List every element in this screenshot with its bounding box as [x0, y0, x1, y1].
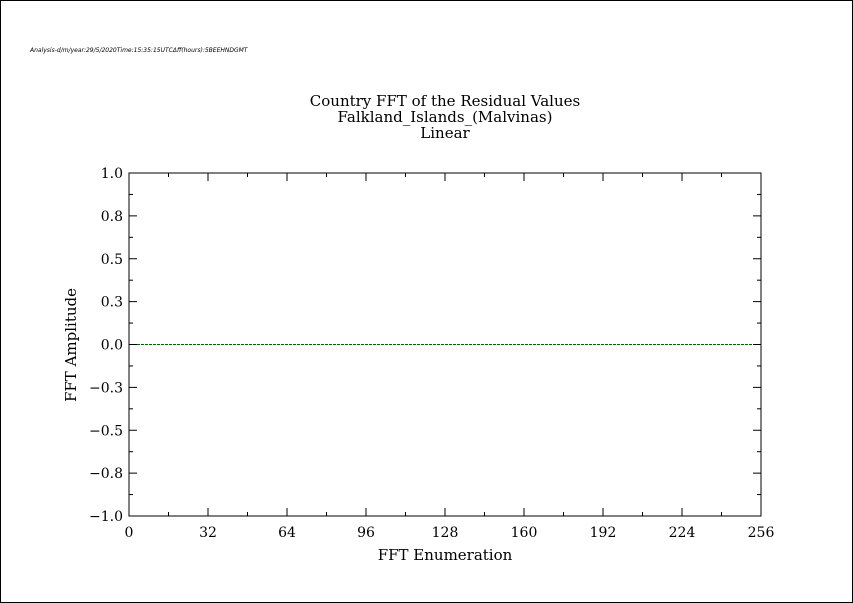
y-tick-label: 0.8 [101, 209, 123, 225]
x-axis-title: FFT Enumeration [378, 546, 513, 564]
chart-title-line-1: Country FFT of the Residual Values [310, 92, 580, 110]
x-tick-label: 256 [748, 525, 775, 541]
x-tick-label: 64 [278, 525, 296, 541]
x-tick-label: 160 [511, 525, 538, 541]
y-tick-label: −0.3 [89, 380, 123, 396]
y-tick-label: −1.0 [89, 509, 123, 525]
y-tick-label: 0.5 [101, 252, 123, 268]
x-tick-label: 0 [125, 525, 134, 541]
x-tick-label: 96 [357, 525, 375, 541]
y-tick-label: −0.8 [89, 466, 123, 482]
chart-title-line-3: Linear [420, 124, 470, 142]
header-text: Analysis-d/m/year:29/5/2020Time:15:35:15… [29, 47, 249, 54]
x-tick-label: 224 [669, 525, 696, 541]
chart-title-line-2: Falkland_Islands_(Malvinas) [338, 108, 553, 126]
y-tick-label: −0.5 [89, 423, 123, 439]
y-tick-label: 1.0 [101, 166, 123, 182]
y-tick-label: 0.0 [101, 338, 123, 354]
ticks-layer: 0 32 64 96 128 160 192 224 256 1.0 0.8 0.5 0.3 0.0 −0.… [89, 166, 774, 541]
y-axis-title: FFT Amplitude [62, 288, 80, 402]
x-tick-label: 128 [432, 525, 459, 541]
x-tick-label: 32 [199, 525, 217, 541]
y-tick-label: 0.3 [101, 295, 123, 311]
x-tick-label: 192 [590, 525, 617, 541]
